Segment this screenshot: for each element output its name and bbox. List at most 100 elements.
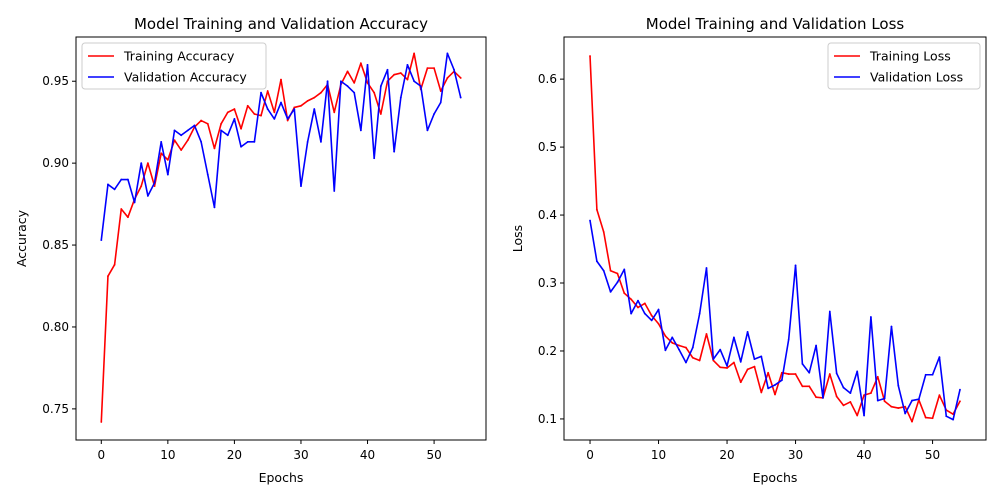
data-point (160, 140, 163, 143)
data-point (127, 216, 129, 219)
data-point (835, 372, 838, 375)
data-point (911, 420, 913, 423)
data-point (426, 67, 429, 70)
data-point (643, 302, 646, 305)
data-point (616, 272, 619, 275)
data-point (883, 400, 886, 403)
data-point (206, 173, 209, 176)
data-point (733, 361, 735, 364)
data-point (657, 322, 660, 325)
data-point (280, 101, 282, 104)
data-point (246, 140, 249, 143)
data-point (938, 356, 941, 358)
data-point (815, 344, 817, 347)
data-point (897, 384, 900, 387)
data-point (313, 108, 316, 110)
x-tick-label: 20 (719, 448, 734, 462)
x-tick-label: 10 (160, 448, 175, 462)
data-point (753, 365, 756, 368)
data-point (623, 268, 626, 271)
x-tick-label: 40 (856, 448, 871, 462)
data-point (107, 183, 109, 186)
data-point (767, 371, 770, 374)
data-point (698, 312, 701, 315)
y-axis-title: Accuracy (14, 209, 29, 267)
data-point (952, 418, 955, 421)
legend-box (827, 42, 981, 90)
data-point (739, 381, 742, 384)
data-point (691, 346, 694, 349)
data-point (595, 260, 598, 263)
data-point (637, 299, 639, 302)
data-point (220, 122, 223, 125)
data-point (213, 206, 216, 209)
data-point (794, 373, 797, 375)
data-point (849, 392, 852, 395)
data-point (260, 91, 262, 94)
data-point (616, 281, 619, 284)
data-point (897, 407, 900, 409)
data-point (739, 360, 742, 363)
data-point (712, 358, 715, 361)
chart-panel-2: Model Training and Validation Loss 0 10 20 3… (510, 15, 987, 485)
data-point (760, 391, 763, 394)
data-point (842, 404, 845, 407)
data-point (726, 365, 728, 367)
data-point (386, 68, 389, 71)
data-point (835, 395, 838, 398)
data-point (206, 122, 209, 125)
data-point (876, 399, 879, 402)
data-point (870, 316, 872, 318)
data-point (406, 78, 409, 81)
data-point (166, 173, 169, 176)
data-point (306, 99, 309, 102)
data-point (904, 405, 907, 408)
x-axis-title: Epochs (259, 470, 304, 485)
data-point (938, 394, 941, 397)
data-point (650, 314, 653, 317)
data-point (346, 85, 349, 88)
data-point (623, 292, 626, 295)
data-point (459, 96, 462, 99)
data-point (240, 145, 242, 148)
data-point (733, 336, 735, 339)
data-point (959, 388, 961, 391)
data-point (226, 134, 229, 137)
data-point (630, 312, 633, 315)
chart-title: Model Training and Validation Accuracy (134, 15, 428, 33)
y-tick-label: 0.90 (42, 156, 69, 170)
data-point (760, 355, 763, 358)
data-point (446, 52, 449, 55)
data-point (712, 359, 715, 362)
x-tick-label: 20 (227, 448, 242, 462)
data-point (643, 312, 646, 315)
x-tick-label: 30 (293, 448, 308, 462)
data-point (286, 118, 289, 120)
data-point (678, 344, 680, 347)
data-point (746, 331, 749, 333)
data-point (253, 140, 256, 143)
data-point (200, 140, 203, 143)
series-points-2 (100, 52, 462, 242)
y-tick-label: 0.80 (42, 320, 69, 334)
data-point (828, 310, 831, 313)
data-point (719, 348, 722, 351)
data-point (931, 417, 934, 420)
legend: Training Loss Validation Loss (827, 42, 981, 90)
x-tick-label: 40 (360, 448, 375, 462)
data-point (685, 361, 687, 364)
data-point (678, 348, 680, 351)
x-tick-label: 10 (651, 448, 666, 462)
data-point (945, 415, 948, 418)
data-point (140, 185, 143, 187)
series-points-2 (589, 219, 961, 421)
data-point (719, 366, 722, 369)
data-point (373, 91, 376, 94)
chart-panel-1: Model Training and Validation Accuracy 0 1… (14, 15, 487, 485)
data-point (240, 127, 242, 130)
data-point (246, 104, 249, 107)
data-point (113, 263, 116, 266)
data-point (266, 108, 269, 110)
y-tick-label: 0.2 (538, 344, 557, 358)
data-point (393, 73, 396, 76)
